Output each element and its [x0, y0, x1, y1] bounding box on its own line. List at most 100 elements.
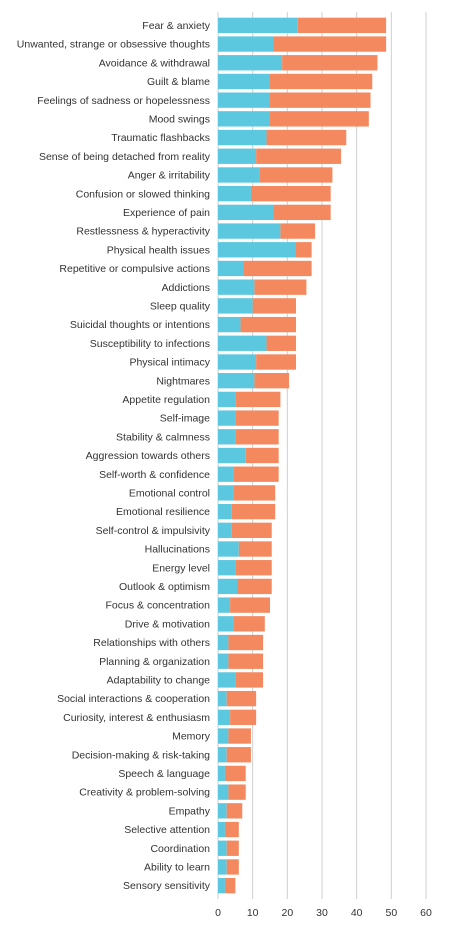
bar-segment-b — [266, 129, 347, 146]
category-label: Memory — [172, 731, 211, 743]
bar-segment-b — [250, 186, 331, 202]
bar-segment-a — [218, 186, 251, 202]
bar-segment-a — [218, 877, 225, 894]
category-label: Coordination — [150, 843, 210, 855]
bar-segment-a — [218, 803, 227, 819]
bar-segment-a — [218, 167, 260, 183]
bar-segment-a — [218, 316, 241, 333]
category-label: Social interactions & cooperation — [57, 693, 210, 705]
category-label: Physical health issues — [107, 244, 210, 256]
bars — [218, 17, 387, 894]
category-label: Restlessness & hyperactivity — [76, 226, 210, 238]
bar-segment-a — [218, 728, 229, 744]
x-tick-label: 30 — [316, 907, 328, 919]
bar-segment-a — [218, 840, 227, 856]
category-label: Repetitive or compulsive actions — [59, 263, 210, 275]
bar-segment-b — [226, 840, 239, 856]
category-label: Ability to learn — [144, 862, 210, 874]
bar-segment-a — [218, 429, 236, 445]
category-label: Sleep quality — [150, 300, 211, 312]
x-tick-label: 40 — [351, 907, 363, 919]
bar-segment-a — [218, 204, 274, 221]
bar-segment-a — [218, 522, 232, 538]
category-label: Planning & organization — [99, 656, 210, 668]
category-label: Susceptibility to infections — [90, 338, 210, 350]
bar-segment-a — [218, 560, 236, 576]
category-label: Nightmares — [156, 375, 210, 387]
bar-segment-b — [228, 634, 264, 651]
bar-segment-b — [224, 877, 236, 894]
category-label: Unwanted, strange or obsessive thoughts — [17, 39, 210, 51]
bar-segment-b — [256, 354, 296, 370]
category-label: Mood swings — [149, 113, 210, 125]
bar-segment-a — [218, 765, 225, 782]
category-label: Emotional resilience — [116, 506, 210, 518]
bar-segment-a — [218, 55, 283, 71]
bar-segment-b — [254, 373, 290, 389]
category-label: Relationships with others — [93, 637, 210, 649]
bar-segment-a — [218, 485, 234, 501]
bar-segment-a — [218, 129, 267, 146]
bar-segment-a — [218, 373, 255, 389]
bar-segment-a — [218, 36, 274, 52]
category-label: Sensory sensitivity — [123, 880, 211, 892]
bar-segment-b — [230, 597, 270, 613]
category-label: Outlook & optimism — [119, 581, 210, 593]
category-label: Stability & calmness — [116, 431, 210, 443]
bar-segment-a — [218, 597, 231, 613]
bar-segment-a — [218, 709, 231, 725]
bar-segment-b — [297, 17, 387, 34]
category-label: Experience of pain — [123, 207, 210, 219]
bar-segment-a — [218, 410, 236, 426]
bar-segment-a — [218, 223, 281, 239]
bar-segment-a — [218, 354, 257, 370]
bar-segment-b — [233, 616, 265, 632]
bar-segment-a — [218, 821, 225, 838]
bar-segment-a — [218, 784, 229, 800]
bar-segment-a — [218, 503, 232, 520]
bar-segment-b — [282, 55, 378, 71]
bar-segment-b — [235, 560, 272, 576]
bar-segment-a — [218, 73, 270, 90]
category-label: Anger & irritability — [128, 170, 211, 182]
bar-segment-b — [224, 821, 239, 838]
category-label: Avoidance & withdrawal — [99, 57, 210, 69]
bar-segment-b — [254, 279, 307, 295]
category-label: Appetite regulation — [122, 394, 210, 406]
bar-segment-a — [218, 466, 234, 482]
category-label: Focus & concentration — [106, 600, 211, 612]
x-axis-ticks: 0 10 20 30 40 50 60 — [215, 907, 432, 919]
category-label: Aggression towards others — [86, 450, 210, 462]
bar-segment-a — [218, 578, 238, 595]
bar-segment-b — [245, 447, 279, 464]
bar-segment-b — [231, 522, 272, 538]
category-label: Self-image — [160, 413, 210, 425]
bar-segment-a — [218, 616, 234, 632]
x-tick-label: 0 — [215, 907, 221, 919]
bar-segment-a — [218, 242, 296, 258]
bar-segment-a — [218, 279, 255, 295]
category-label: Traumatic flashbacks — [111, 132, 210, 144]
bar-segment-a — [218, 541, 239, 557]
bar-segment-b — [256, 148, 342, 164]
category-label: Speech & language — [118, 768, 210, 780]
category-label: Creativity & problem-solving — [79, 787, 210, 799]
bar-segment-b — [228, 784, 246, 800]
category-label: Self-control & impulsivity — [96, 525, 211, 537]
bar-segment-b — [235, 672, 264, 688]
bar-segment-a — [218, 92, 270, 108]
category-label: Physical intimacy — [129, 357, 210, 369]
bar-segment-a — [218, 690, 227, 707]
bar-segment-b — [244, 260, 312, 277]
bar-segment-b — [226, 859, 239, 875]
bar-segment-b — [235, 429, 279, 445]
bar-segment-b — [228, 728, 251, 744]
category-label: Suicidal thoughts or intentions — [70, 319, 210, 331]
bar-segment-a — [218, 148, 257, 164]
category-label: Selective attention — [124, 824, 210, 836]
bar-segment-b — [259, 167, 333, 183]
category-label: Addictions — [162, 282, 210, 294]
bar-segment-b — [240, 316, 296, 333]
